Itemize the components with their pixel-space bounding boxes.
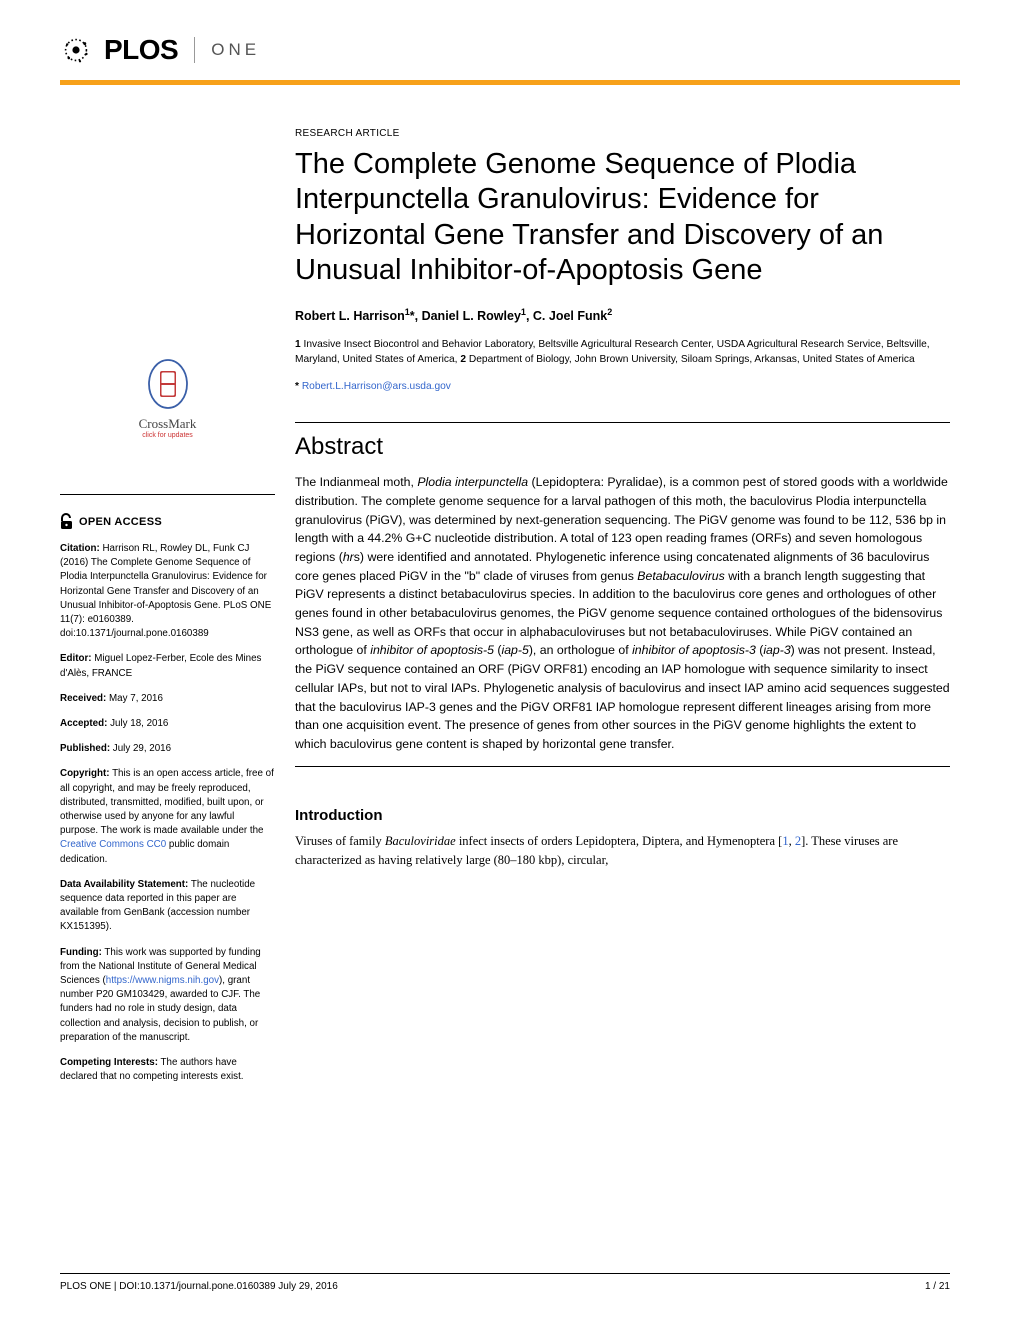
- citation-label: Citation:: [60, 543, 100, 554]
- author-2: Daniel L. Rowley: [422, 309, 521, 323]
- published-label: Published:: [60, 743, 110, 754]
- crossmark-badge[interactable]: CrossMark click for updates: [60, 358, 275, 439]
- abstract-italic: iap-3: [763, 643, 790, 657]
- competing-block: Competing Interests: The authors have de…: [60, 1056, 275, 1084]
- published-text: July 29, 2016: [110, 743, 171, 754]
- competing-label: Competing Interests:: [60, 1057, 158, 1068]
- accepted-label: Accepted:: [60, 718, 107, 729]
- corresponding-email[interactable]: Robert.L.Harrison@ars.usda.gov: [302, 381, 451, 392]
- abstract-italic: Betabaculovirus: [637, 569, 725, 583]
- one-wordmark: ONE: [211, 40, 260, 60]
- funding-label: Funding:: [60, 947, 102, 958]
- editor-label: Editor:: [60, 653, 92, 664]
- open-lock-icon: [60, 513, 73, 530]
- abstract-italic: inhibitor of apoptosis-5: [370, 643, 494, 657]
- main-column: RESEARCH ARTICLE The Complete Genome Seq…: [295, 128, 950, 1096]
- data-availability-label: Data Availability Statement:: [60, 879, 188, 890]
- citation-block: Citation: Harrison RL, Rowley DL, Funk C…: [60, 542, 275, 641]
- footer-left: PLOS ONE | DOI:10.1371/journal.pone.0160…: [60, 1281, 338, 1292]
- page-footer: PLOS ONE | DOI:10.1371/journal.pone.0160…: [60, 1273, 950, 1292]
- accepted-block: Accepted: July 18, 2016: [60, 717, 275, 731]
- intro-heading: Introduction: [295, 807, 950, 824]
- page-header: PLOS ONE: [0, 0, 1020, 93]
- cc0-link[interactable]: Creative Commons CC0: [60, 839, 166, 850]
- accepted-text: July 18, 2016: [107, 718, 168, 729]
- abstract-italic: iap-5: [501, 643, 528, 657]
- page-content: CrossMark click for updates OPEN ACCESS …: [0, 93, 1020, 1096]
- abstract-italic: inhibitor of apoptosis-3: [632, 643, 756, 657]
- nigms-link[interactable]: https://www.nigms.nih.gov: [106, 975, 219, 986]
- funding-block: Funding: This work was supported by fund…: [60, 946, 275, 1045]
- affiliation-2: Department of Biology, John Brown Univer…: [469, 354, 915, 365]
- abstract-seg: ) was not present. Instead, the PiGV seq…: [295, 643, 950, 750]
- abstract-italic: Plodia interpunctella: [417, 475, 528, 489]
- corresponding-line: * Robert.L.Harrison@ars.usda.gov: [295, 381, 950, 392]
- copyright-label: Copyright:: [60, 768, 110, 779]
- plos-wordmark: PLOS: [104, 34, 178, 66]
- received-label: Received:: [60, 693, 106, 704]
- abstract-bottom-rule: [295, 766, 950, 767]
- abstract-seg: ), an orthologue of: [529, 643, 632, 657]
- author-3: C. Joel Funk: [533, 309, 607, 323]
- footer-right: 1 / 21: [925, 1281, 950, 1292]
- journal-logo: PLOS ONE: [60, 34, 960, 66]
- abstract-heading: Abstract: [295, 422, 950, 461]
- intro-seg: Viruses of family: [295, 834, 385, 848]
- sidebar-divider: [60, 494, 275, 495]
- citation-text: Harrison RL, Rowley DL, Funk CJ (2016) T…: [60, 543, 271, 639]
- open-access-badge: OPEN ACCESS: [60, 513, 275, 530]
- article-type-label: RESEARCH ARTICLE: [295, 128, 950, 139]
- received-block: Received: May 7, 2016: [60, 692, 275, 706]
- intro-body: Viruses of family Baculoviridae infect i…: [295, 832, 950, 871]
- affiliations: 1 Invasive Insect Biocontrol and Behavio…: [295, 337, 950, 368]
- author-1: Robert L. Harrison: [295, 309, 405, 323]
- editor-block: Editor: Miguel Lopez-Ferber, Ecole des M…: [60, 652, 275, 680]
- plos-bubble-icon: [60, 34, 92, 66]
- received-text: May 7, 2016: [106, 693, 163, 704]
- author-list: Robert L. Harrison1*, Daniel L. Rowley1,…: [295, 307, 950, 323]
- abstract-body: The Indianmeal moth, Plodia interpunctel…: [295, 473, 950, 753]
- abstract-italic: hr: [343, 550, 354, 564]
- open-access-label: OPEN ACCESS: [79, 516, 162, 528]
- intro-seg: infect insects of orders Lepidoptera, Di…: [456, 834, 783, 848]
- crossmark-icon: [146, 358, 190, 412]
- header-accent-bar: [60, 80, 960, 85]
- data-availability-block: Data Availability Statement: The nucleot…: [60, 878, 275, 935]
- copyright-block: Copyright: This is an open access articl…: [60, 767, 275, 866]
- article-title: The Complete Genome Sequence of Plodia I…: [295, 147, 950, 289]
- published-block: Published: July 29, 2016: [60, 742, 275, 756]
- sidebar: CrossMark click for updates OPEN ACCESS …: [60, 128, 275, 1096]
- logo-divider: [194, 37, 195, 63]
- crossmark-sublabel: click for updates: [60, 432, 275, 439]
- crossmark-label: CrossMark: [60, 416, 275, 432]
- intro-italic: Baculoviridae: [385, 834, 456, 848]
- abstract-seg: The Indianmeal moth,: [295, 475, 417, 489]
